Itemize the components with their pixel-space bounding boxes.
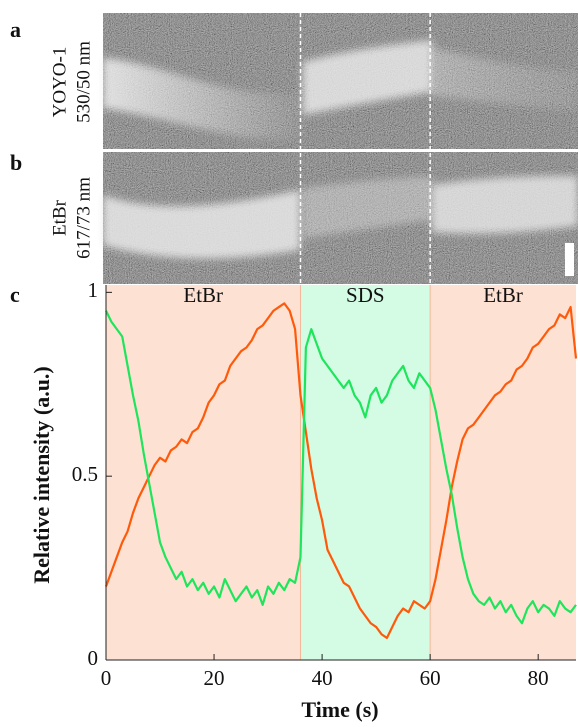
kymograph-a xyxy=(103,13,578,149)
kymo-band xyxy=(432,175,578,234)
y-tick-label: 0.5 xyxy=(72,462,98,486)
kymograph-b xyxy=(103,152,578,284)
region-label: EtBr xyxy=(483,283,523,307)
data-line xyxy=(105,310,577,625)
kymo-label: YOYO-1 xyxy=(49,47,70,118)
x-tick-label: 60 xyxy=(420,666,441,690)
panel-letter: c xyxy=(10,282,20,307)
kymo-band xyxy=(303,176,432,238)
x-tick-label: 40 xyxy=(312,666,333,690)
kymo-label: 530/50 nm xyxy=(73,41,94,123)
kymo-band xyxy=(303,40,432,115)
x-tick-label: 20 xyxy=(204,666,225,690)
kymo-band xyxy=(103,190,300,259)
y-tick-label: 0 xyxy=(88,646,99,670)
region-label: SDS xyxy=(346,283,385,307)
region-label: EtBr xyxy=(183,283,223,307)
x-tick-label: 0 xyxy=(101,666,112,690)
kymo-label: EtBr xyxy=(49,199,70,236)
panel-letter: a xyxy=(10,17,21,42)
data-line xyxy=(104,302,578,640)
x-axis-label: Time (s) xyxy=(301,697,378,722)
kymo-band xyxy=(103,58,300,140)
x-tick-label: 80 xyxy=(528,666,549,690)
kymo-label: 617/73 nm xyxy=(73,177,94,259)
y-axis-label: Relative intensity (a.u.) xyxy=(29,366,54,584)
region xyxy=(300,285,431,660)
kymo-band xyxy=(432,48,578,110)
scale-bar xyxy=(565,243,574,276)
region xyxy=(430,285,576,660)
y-tick-label: 1 xyxy=(88,278,99,302)
panel-letter: b xyxy=(10,150,22,175)
dash-layer xyxy=(299,13,431,284)
region xyxy=(106,285,301,660)
